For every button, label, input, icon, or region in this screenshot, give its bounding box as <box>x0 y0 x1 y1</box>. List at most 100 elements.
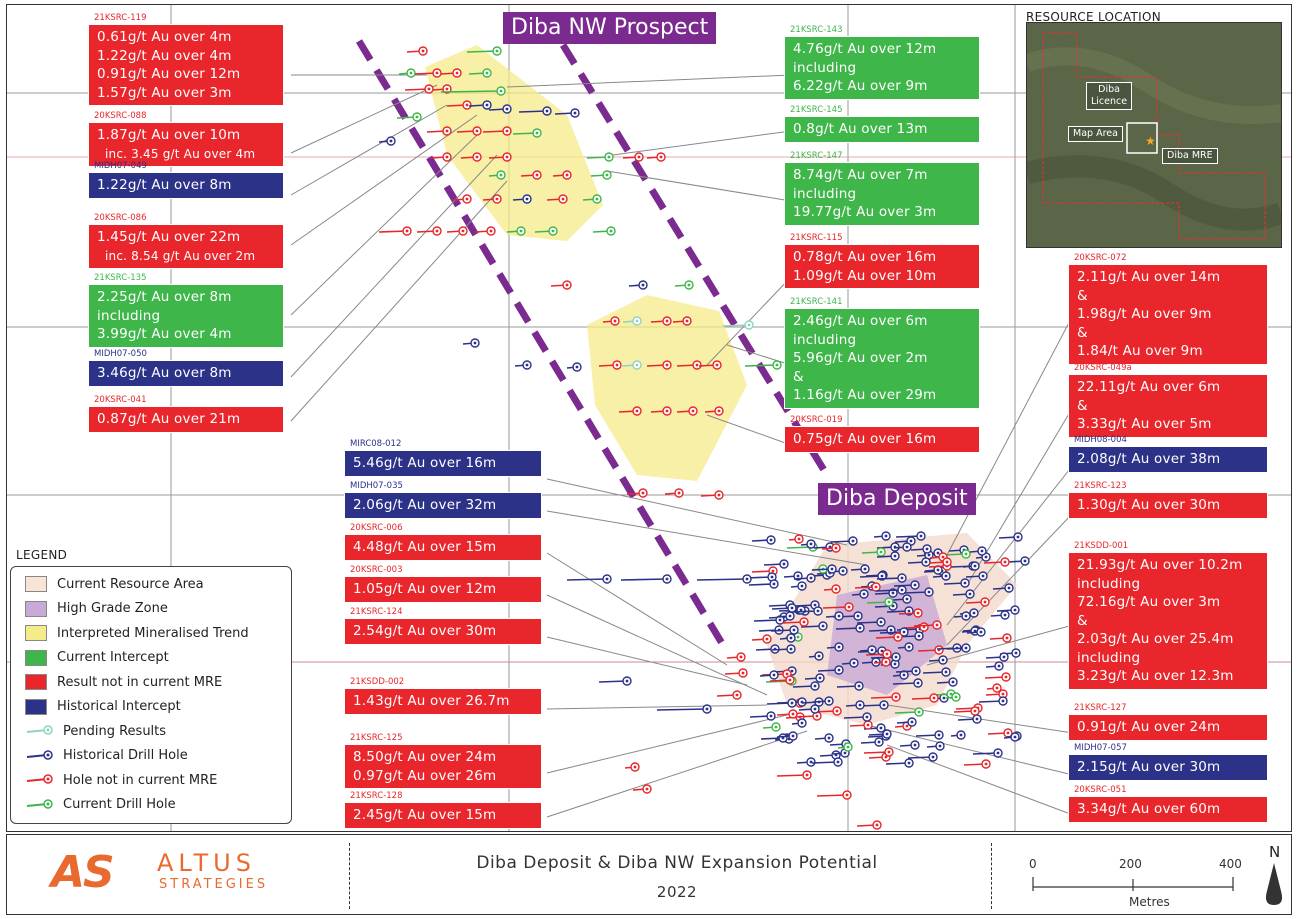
drill-hole-dot <box>545 109 549 113</box>
drill-hole-dot <box>499 173 503 177</box>
intercept-callout: 1.05g/t Au over 12m <box>344 576 542 603</box>
hole-id-label: 20KSRC-019 <box>790 415 843 425</box>
drill-hole-dot <box>944 574 948 578</box>
drill-hole-trace <box>440 90 502 93</box>
intercept-callout: 2.06g/t Au over 32m <box>344 492 542 519</box>
drill-hole-dot <box>1023 559 1027 563</box>
callout-line: 3.46g/t Au over 8m <box>97 365 232 381</box>
scale-label-0: 0 <box>1029 857 1037 871</box>
drill-hole-dot <box>847 605 851 609</box>
callout-line: 22.11g/t Au over 6m <box>1077 379 1221 395</box>
drill-hole-dot <box>809 542 813 546</box>
north-label: N <box>1269 843 1281 861</box>
callout-line: 1.87g/t Au over 10m <box>97 127 241 143</box>
drill-hole-dot <box>816 609 820 613</box>
drill-hole-dot <box>1004 675 1008 679</box>
drill-hole-dot <box>836 760 840 764</box>
drill-hole-dot <box>984 555 988 559</box>
intercept-callout: 2.54g/t Au over 30m <box>344 618 542 645</box>
drill-hole-dot <box>772 582 776 586</box>
callout-line: 5.46g/t Au over 16m <box>353 455 497 471</box>
scale-bar <box>1032 877 1234 891</box>
intercept-callout: 1.45g/t Au over 22m inc. 8.54 g/t Au over… <box>88 224 284 269</box>
drill-hole-dot <box>894 695 898 699</box>
callout-line: 1.22g/t Au over 8m <box>97 177 232 193</box>
callout-line: 1.45g/t Au over 22m <box>97 229 241 245</box>
legend-item: Result not in current MRE <box>25 671 222 693</box>
intercept-callout: 2.08g/t Au over 38m <box>1068 446 1268 473</box>
legend-label: Pending Results <box>63 723 167 739</box>
drill-hole-dot <box>799 608 803 612</box>
drill-hole-dot <box>910 720 914 724</box>
drill-hole-dot <box>695 363 699 367</box>
drill-hole-dot <box>705 707 709 711</box>
drill-hole-trace <box>566 578 608 581</box>
legend-label: Historical Intercept <box>57 699 181 714</box>
drill-hole-dot <box>927 590 931 594</box>
resource-location-inset: ★ <box>1026 22 1282 248</box>
drill-hole-dot <box>887 600 891 604</box>
callout-line: 0.87g/t Au over 21m <box>97 411 241 427</box>
drill-hole-dot <box>790 701 794 705</box>
drill-hole-dot <box>1014 651 1018 655</box>
hole-id-label: 21KSRC-128 <box>350 791 403 801</box>
drill-hole-dot <box>905 724 909 728</box>
drill-hole-dot <box>1016 535 1020 539</box>
drill-hole-dot <box>445 129 449 133</box>
drill-hole-dot <box>792 628 796 632</box>
legend: Current Resource Area High Grade Zone Inte… <box>10 566 292 824</box>
drill-hole-dot <box>1006 731 1010 735</box>
drill-hole-dot <box>607 155 611 159</box>
callout-line: 1.09g/t Au over 10m <box>793 267 937 284</box>
legend-item: Current Intercept <box>25 647 169 669</box>
drill-hole-dot <box>981 574 985 578</box>
drill-hole-dot <box>635 409 639 413</box>
drill-hole-dot <box>964 614 968 618</box>
drill-hole-trace <box>620 578 668 581</box>
callout-line: including <box>793 331 857 348</box>
hole-id-label: 21KSRC-115 <box>790 233 843 243</box>
inset-map: ★ <box>1027 23 1281 247</box>
intercept-callout: 0.61g/t Au over 4m 1.22g/t Au over 4m 0.91… <box>88 24 284 106</box>
intercept-callout: 2.15g/t Au over 30m <box>1068 754 1268 781</box>
intercept-callout: 3.34g/t Au over 60m <box>1068 796 1268 823</box>
drill-hole-dot <box>984 762 988 766</box>
drill-hole-dot <box>691 409 695 413</box>
legend-label: Current Drill Hole <box>63 797 176 812</box>
drill-hole-trace <box>696 578 748 581</box>
hole-id-label: 20KSRC-003 <box>350 565 403 575</box>
callout-line: 2.25g/t Au over 8m <box>97 289 232 305</box>
drill-hole-dot <box>613 319 617 323</box>
callout-line: & <box>793 368 804 385</box>
drill-hole-dot <box>817 654 821 658</box>
hole-id-label: 21KSRC-135 <box>94 273 147 283</box>
mineralised-trend <box>425 45 747 481</box>
legend-item: Historical Drill Hole <box>25 745 188 767</box>
inset-label-diba-mre: Diba MRE <box>1162 148 1218 164</box>
drill-hole-dot <box>880 649 884 653</box>
intercept-callout: 22.11g/t Au over 6m & 3.33g/t Au over 5m <box>1068 374 1268 438</box>
footer: AS ALTUS STRATEGIES Diba Deposit & Diba … <box>6 834 1292 915</box>
intercept-callout: 0.8g/t Au over 13m <box>784 116 980 143</box>
drill-hole-dot <box>665 577 669 581</box>
drill-hole-dot <box>789 636 793 640</box>
intercept-callout: 8.74g/t Au over 7m including 19.77g/t Au o… <box>784 162 980 226</box>
drill-hole-dot <box>561 197 565 201</box>
callout-line: including <box>793 185 857 202</box>
callout-line: 1.22g/t Au over 4m <box>97 47 232 64</box>
callout-line: including <box>1077 649 1141 666</box>
drill-hole-dot <box>935 623 939 627</box>
drill-hole-dot <box>927 553 931 557</box>
drill-hole-dot <box>858 703 862 707</box>
callout-line: including <box>1077 575 1141 592</box>
drill-hole-dot <box>893 554 897 558</box>
callout-line: 2.54g/t Au over 30m <box>353 623 497 639</box>
callout-line: 19.77g/t Au over 3m <box>793 204 937 220</box>
intercept-callout: 0.78g/t Au over 16m 1.09g/t Au over 10m <box>784 244 980 289</box>
drill-hole-dot <box>809 576 813 580</box>
hole-id-label: 21KSRC-127 <box>1074 703 1127 713</box>
drill-hole-dot <box>997 664 1001 668</box>
callout-line: 2.46g/t Au over 6m <box>793 313 928 329</box>
legend-item: Interpreted Mineralised Trend <box>25 622 249 644</box>
drill-hole-dot <box>964 646 968 650</box>
